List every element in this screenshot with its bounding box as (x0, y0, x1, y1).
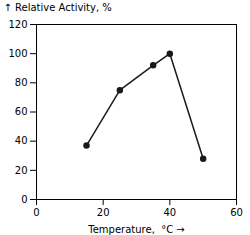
svg-text:20: 20 (15, 165, 28, 176)
svg-text:↑ Relative Activity, %: ↑ Relative Activity, % (4, 2, 112, 13)
svg-text:40: 40 (163, 207, 176, 218)
svg-text:60: 60 (230, 207, 243, 218)
svg-text:20: 20 (97, 207, 110, 218)
svg-text:100: 100 (8, 48, 27, 59)
svg-text:60: 60 (15, 106, 28, 117)
svg-text:0: 0 (33, 207, 39, 218)
svg-text:40: 40 (15, 135, 28, 146)
svg-text:80: 80 (15, 77, 28, 88)
svg-text:0: 0 (21, 194, 27, 205)
svg-text:Temperature, °C →: Temperature, °C → (87, 224, 184, 235)
svg-text:120: 120 (8, 19, 27, 30)
